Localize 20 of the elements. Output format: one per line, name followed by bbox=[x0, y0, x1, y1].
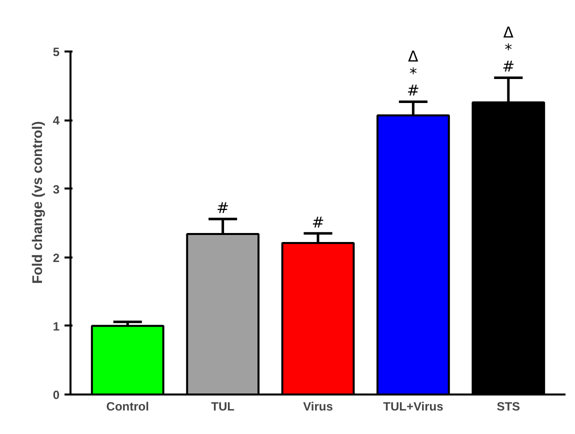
x-tick-label: TUL bbox=[211, 400, 234, 414]
annotation: # bbox=[312, 213, 324, 232]
annotation: * bbox=[504, 40, 513, 59]
y-tick-label: 0 bbox=[52, 388, 60, 402]
annotation: * bbox=[409, 64, 418, 83]
x-tick-label: Virus bbox=[303, 400, 334, 414]
y-axis-title: Fold change (vs control) bbox=[28, 121, 45, 284]
x-tick-label: STS bbox=[496, 400, 520, 414]
y-tick-label: 3 bbox=[52, 182, 60, 196]
x-tick-label: TUL+Virus bbox=[383, 400, 444, 414]
y-tick-label: 2 bbox=[52, 250, 60, 265]
annotation: # bbox=[216, 198, 230, 217]
x-tick-label: Control bbox=[106, 400, 149, 414]
y-tick-label: 4 bbox=[52, 114, 60, 128]
annotation: Δ bbox=[503, 24, 514, 42]
y-tick-label: 5 bbox=[52, 45, 60, 60]
annotation: # bbox=[502, 58, 515, 76]
y-tick-label: 1 bbox=[52, 319, 60, 334]
annotation: Δ bbox=[408, 48, 420, 66]
annotation: # bbox=[406, 82, 420, 100]
